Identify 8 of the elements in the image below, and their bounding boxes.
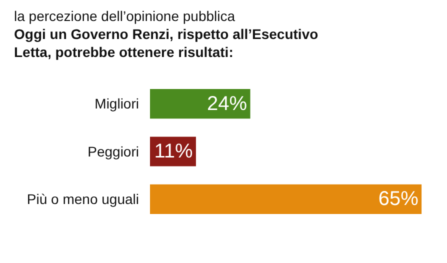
data-label: 65% bbox=[378, 188, 419, 210]
chart-subtitle: Oggi un Governo Renzi, rispetto all’Esecutivo Letta, potrebbe ottenere risultati: bbox=[14, 26, 318, 60]
data-label: 11% bbox=[154, 140, 193, 162]
data-label: 24% bbox=[207, 92, 248, 115]
y-tick-label: Più o meno uguali bbox=[26, 191, 139, 208]
chart-title: la percezione dell’opinione pubblica bbox=[14, 8, 236, 24]
y-tick-label: Migliori bbox=[94, 96, 139, 112]
y-tick-label: Peggiori bbox=[88, 143, 139, 160]
